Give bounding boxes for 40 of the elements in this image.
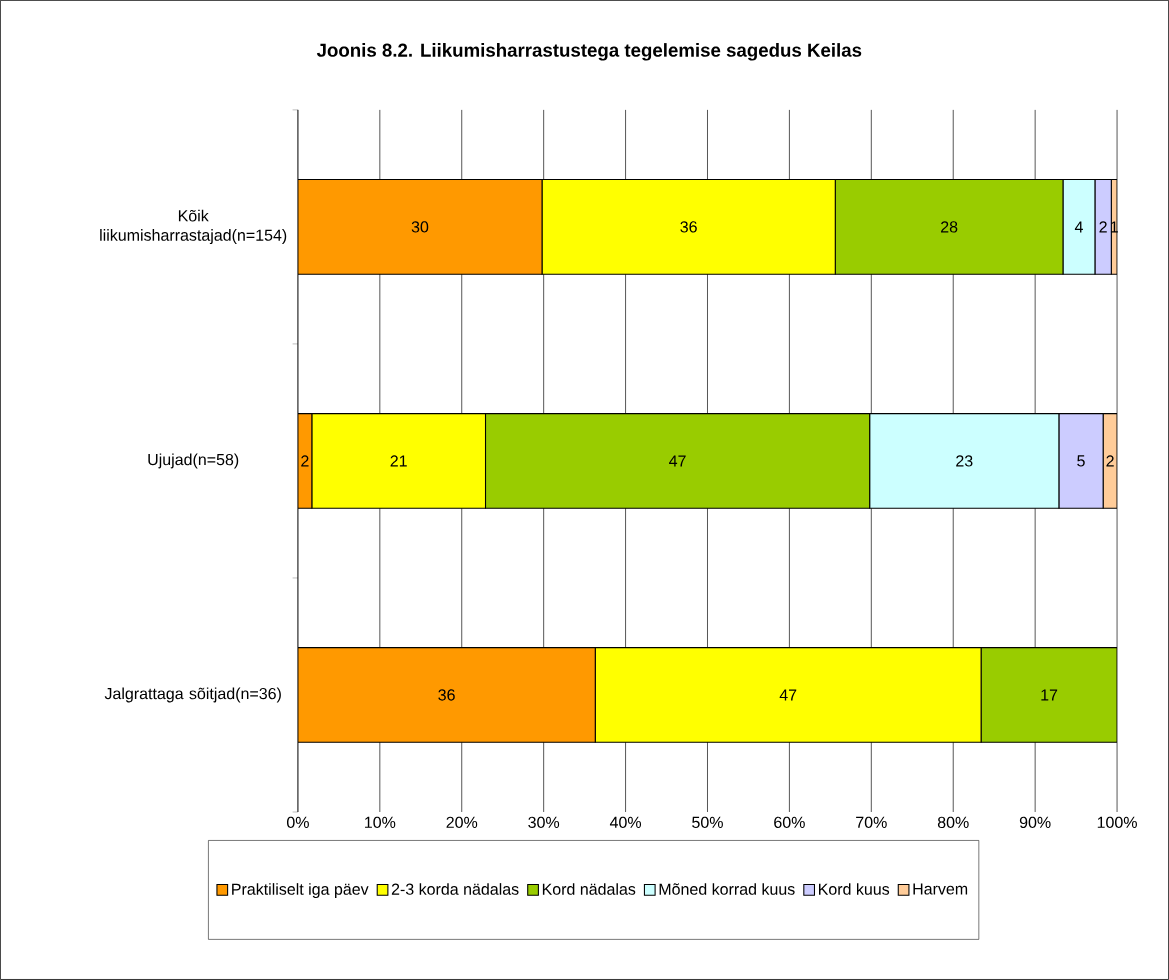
x-tick-label: 10%: [365, 816, 396, 829]
bar: [484, 413, 871, 509]
x-tick-label: 80%: [937, 816, 969, 829]
legend-label: Kord kuus: [819, 883, 890, 895]
x-tick-label: 30%: [528, 816, 560, 829]
legend-label: Harvem: [913, 883, 968, 895]
data-label: 17: [1041, 689, 1058, 701]
data-label: 30: [411, 221, 429, 233]
data-label: 28: [941, 221, 958, 233]
x-tick-label: 50%: [692, 816, 723, 829]
legend-label: Kord nädalas: [542, 883, 636, 895]
chart-title: Joonis 8.2. Liikumisharrastustega tegelemise sagedus Keilas: [316, 43, 862, 61]
data-label: 5: [1077, 455, 1085, 467]
y-tick-label: Jalgrattaga sõitjad(n=36): [104, 687, 281, 703]
legend-label: Mõned korrad kuus: [659, 883, 795, 895]
x-tick-label: 40%: [609, 816, 642, 829]
x-tick-label: 70%: [856, 816, 887, 829]
data-label: 47: [779, 689, 797, 701]
bar: [297, 179, 543, 275]
x-tick-label: 90%: [1019, 816, 1051, 829]
data-label: 2: [1106, 455, 1114, 467]
data-label: 36: [438, 689, 455, 701]
data-label: 4: [1074, 221, 1083, 233]
legend-label: 2-3 korda nädalas: [391, 883, 519, 895]
data-label: 23: [956, 455, 973, 467]
x-tick-label: 20%: [446, 816, 478, 829]
x-tick-label: 100%: [1097, 816, 1137, 829]
data-label: 47: [669, 455, 686, 467]
y-tick-label: Kõik liikumisharrastajad(n=154): [100, 209, 287, 245]
data-label: 2: [301, 455, 309, 467]
data-label: 21: [390, 455, 407, 467]
data-label: 36: [680, 221, 697, 233]
x-tick-label: 60%: [774, 816, 805, 829]
y-tick-label: Ujujad(n=58): [148, 453, 239, 469]
bar: [980, 647, 1118, 743]
bar: [297, 647, 596, 743]
bar: [834, 179, 1064, 275]
data-label: 2: [1099, 221, 1107, 233]
legend-label: Praktiliselt iga päev: [232, 883, 369, 899]
x-tick-label: 0%: [286, 816, 309, 829]
